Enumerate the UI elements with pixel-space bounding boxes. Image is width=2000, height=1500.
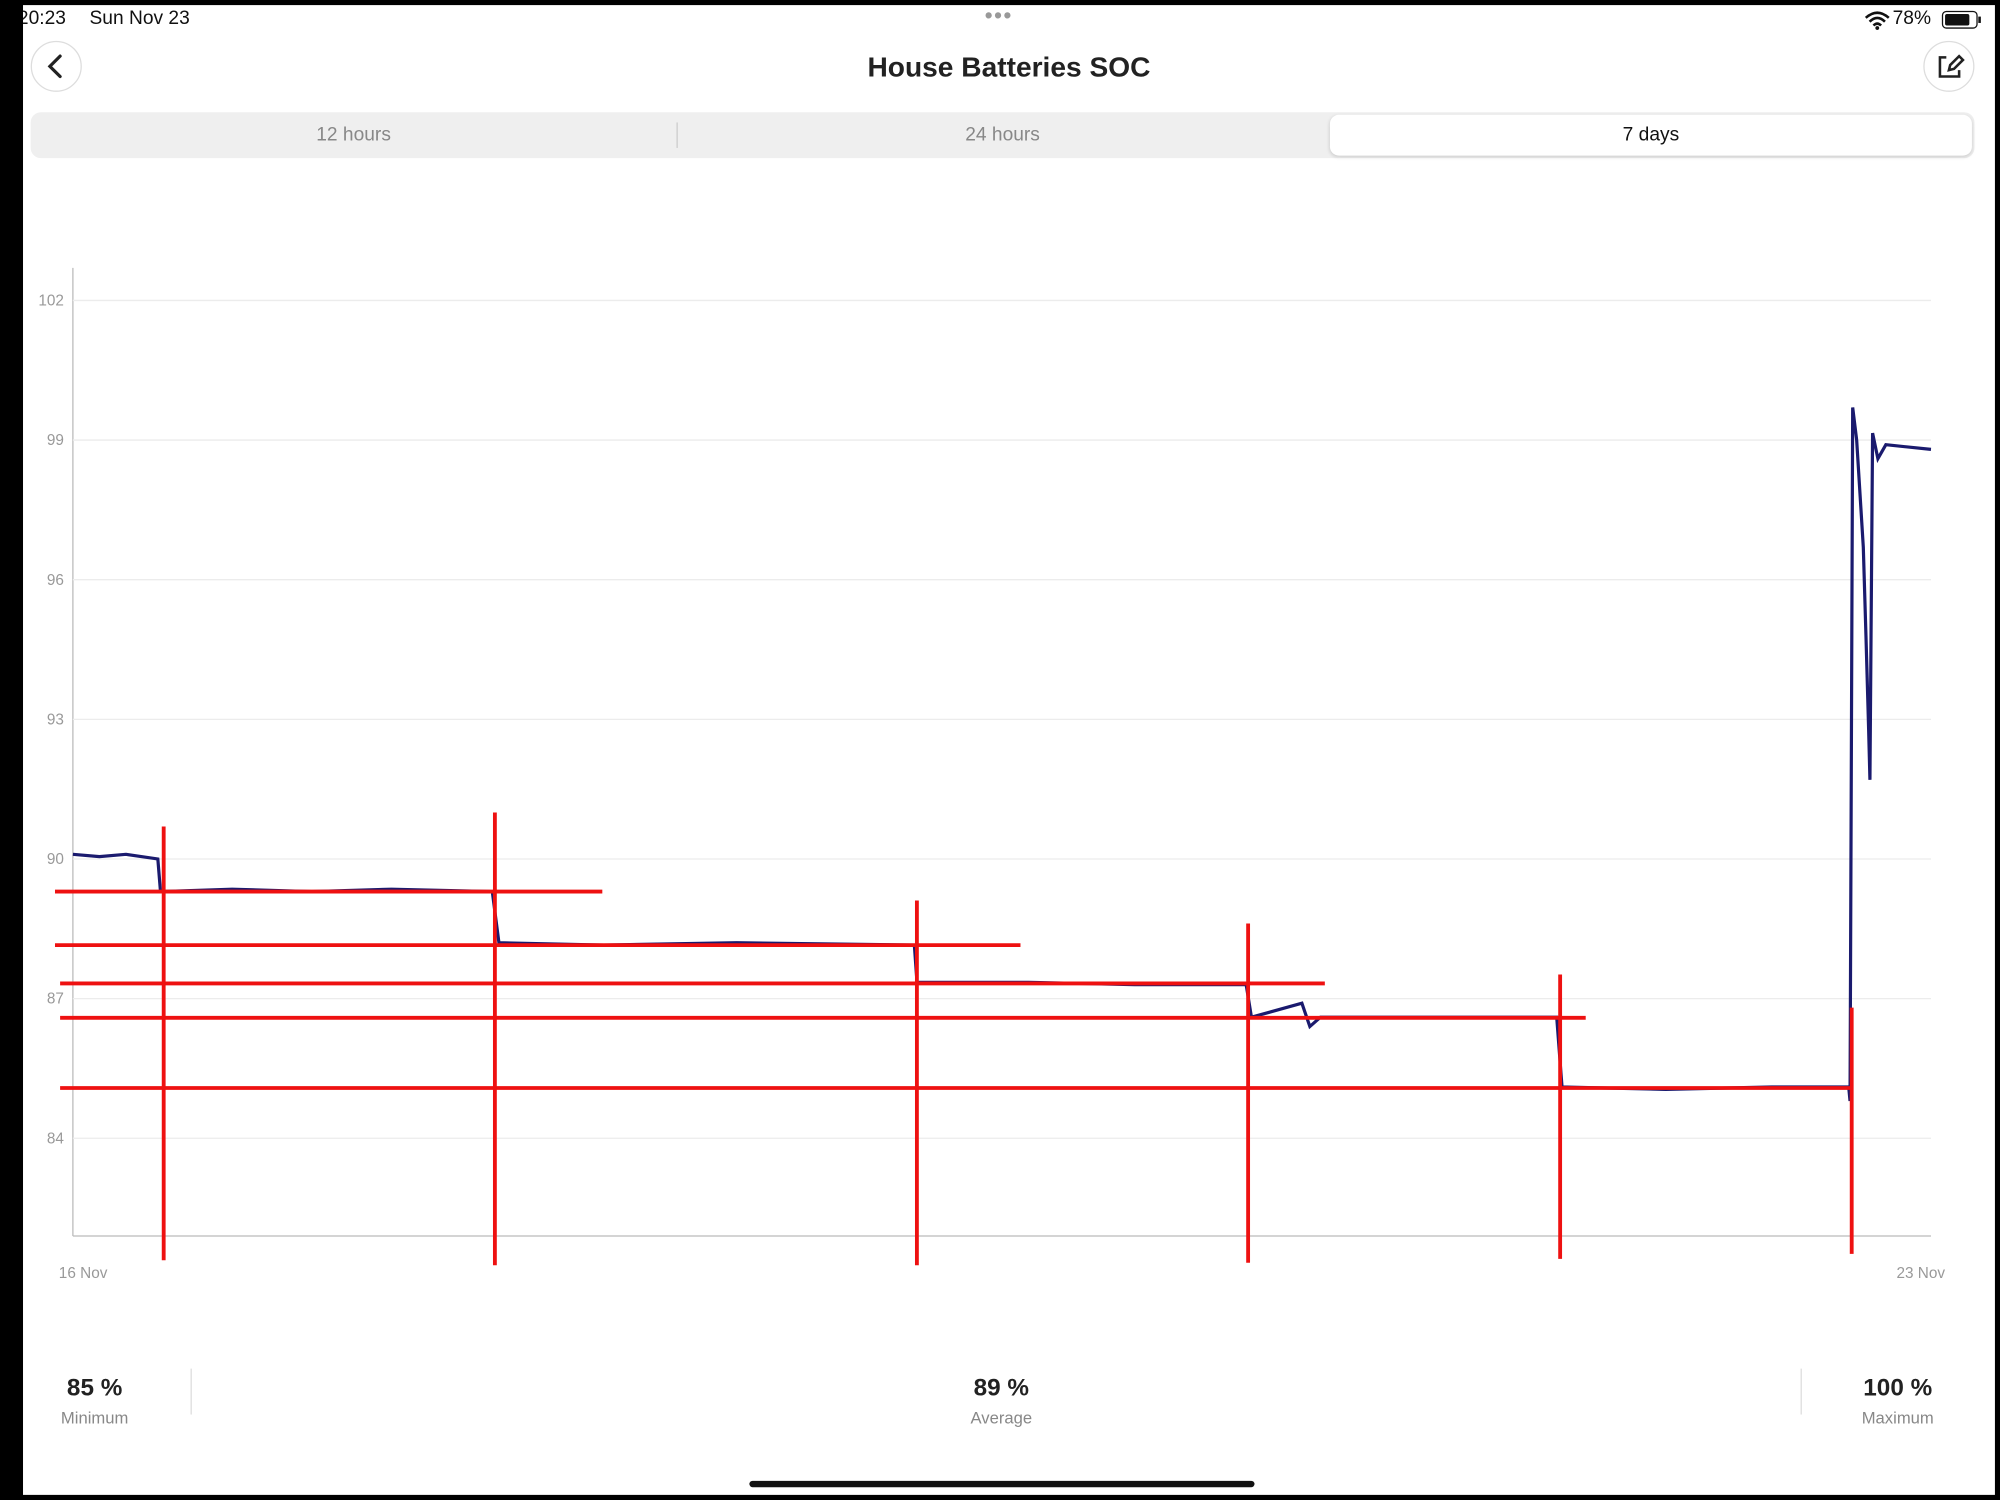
data-line [72, 407, 1932, 1102]
stat-value: 85 % [66, 1374, 123, 1402]
y-tick-label: 99 [47, 432, 64, 449]
y-tick-label: 96 [47, 572, 64, 589]
battery-percent: 78% [1892, 7, 1932, 30]
x-tick-label: 23 Nov [1896, 1265, 1945, 1282]
stat-label: Average [970, 1408, 1033, 1428]
stat-value: 100 % [1863, 1374, 1933, 1402]
y-tick-label: 102 [38, 293, 64, 310]
tab[interactable]: 24 hours [965, 123, 1040, 146]
y-tick-label: 93 [47, 711, 64, 728]
tab[interactable]: 12 hours [316, 123, 391, 146]
stat-value: 89 % [973, 1374, 1029, 1402]
home-indicator [749, 1480, 1255, 1488]
edit-button[interactable] [1923, 40, 1975, 92]
tab-selected[interactable]: 7 days [1329, 114, 1972, 156]
chart: 84 87 90 93 96 99 102 16 Nov 23 Nov [38, 267, 1945, 1282]
y-tick-label: 87 [47, 991, 64, 1008]
stat: 89 % Average [937, 1375, 1065, 1427]
tab-divider [676, 122, 678, 148]
battery-icon [1941, 10, 1981, 29]
stat: 85 % Minimum [36, 1375, 154, 1427]
back-button[interactable] [30, 40, 82, 92]
screen: 20:23 Sun Nov 23 ••• 78% House Batteries… [23, 5, 1995, 1495]
wifi-icon [1864, 11, 1890, 30]
status-time: 20:23 [23, 7, 66, 30]
y-tick-label: 90 [47, 851, 64, 868]
y-tick-label: 84 [47, 1130, 65, 1147]
annotation-lines [54, 812, 1854, 1266]
stat: 100 % Maximum [1839, 1375, 1957, 1427]
page-title: House Batteries SOC [867, 51, 1151, 83]
status-date: Sun Nov 23 [89, 7, 190, 30]
stat-divider [190, 1368, 192, 1415]
multitask-dots[interactable]: ••• [984, 5, 1013, 29]
stat-label: Minimum [60, 1408, 129, 1428]
stat-divider [1800, 1368, 1802, 1415]
stat-label: Maximum [1861, 1408, 1934, 1428]
x-tick-label: 16 Nov [59, 1265, 108, 1282]
segmented-control: 12 hours 24 hours 7 days [30, 112, 1975, 159]
